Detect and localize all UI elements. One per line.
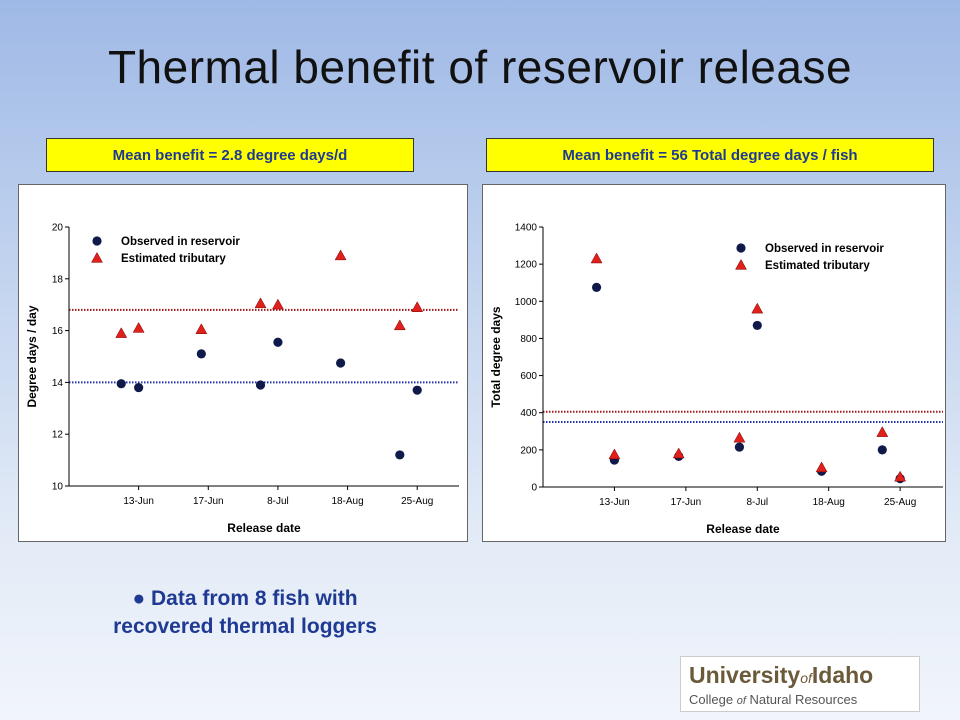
observed-point — [412, 385, 422, 395]
estimated-point — [254, 297, 267, 309]
degree-days-per-day-chart: 10 12 14 16 18 20 13-Jun 17-Jun 8-Jul 18-Aug 25-Au… — [25, 223, 459, 535]
mean-benefit-banner-left: Mean benefit = 2.8 degree days/d — [46, 138, 414, 172]
university-logo: UniversityofIdaho College of Natural Res… — [680, 656, 920, 712]
observed-point — [395, 450, 405, 460]
y-tick-label: 400 — [520, 408, 537, 419]
estimated-point — [751, 302, 764, 314]
estimated-point — [876, 426, 889, 437]
legend-label: Observed in reservoir — [765, 243, 884, 255]
x-tick-label: 18-Aug — [813, 497, 845, 508]
estimated-point — [132, 321, 145, 333]
x-tick-label: 8-Jul — [746, 497, 768, 508]
observed-point — [196, 349, 206, 359]
estimated-point — [334, 249, 347, 261]
note-line-2: recovered thermal loggers — [113, 615, 377, 638]
observed-point — [591, 282, 602, 292]
estimated-point — [393, 319, 406, 331]
chart-panel-right: 0 200 400 600 800 1000 1200 1400 13-Jun 17-Jun 8-J… — [482, 184, 946, 542]
observed-point — [273, 337, 283, 347]
observed-point — [134, 382, 144, 393]
estimated-point — [894, 470, 907, 482]
estimated-point — [815, 461, 828, 473]
estimated-point — [272, 298, 284, 310]
y-axis-label: Total degree days — [489, 306, 503, 407]
legend-label: Estimated tributary — [765, 260, 870, 272]
observed-point — [877, 445, 887, 455]
estimated-point — [115, 327, 128, 338]
note-line-1: ● Data from 8 fish with — [40, 585, 450, 613]
estimated-point — [672, 447, 685, 459]
legend-marker — [735, 258, 747, 270]
observed-point — [116, 379, 126, 389]
y-tick-label: 16 — [52, 326, 64, 337]
y-tick-label: 14 — [52, 378, 64, 389]
y-tick-label: 0 — [531, 483, 537, 494]
y-tick-label: 800 — [520, 334, 537, 345]
legend-marker — [91, 251, 103, 263]
y-tick-label: 1200 — [515, 260, 538, 271]
legend-marker — [736, 243, 746, 253]
x-tick-label: 17-Jun — [671, 497, 702, 508]
x-tick-label: 18-Aug — [331, 496, 363, 507]
estimated-point — [733, 431, 746, 443]
x-tick-label: 17-Jun — [193, 496, 224, 507]
estimated-point — [590, 252, 603, 264]
y-axis-label: Degree days / day — [25, 305, 39, 407]
y-tick-label: 1000 — [515, 297, 538, 308]
estimated-point — [608, 448, 621, 460]
y-tick-label: 10 — [52, 482, 64, 493]
x-axis-label: Release date — [706, 522, 780, 536]
observed-point — [336, 358, 346, 368]
logo-college-name: College of Natural Resources — [689, 692, 858, 707]
legend-label: Observed in reservoir — [121, 236, 240, 248]
x-tick-label: 13-Jun — [123, 496, 154, 507]
page-title: Thermal benefit of reservoir release — [107, 41, 853, 93]
bullet-icon: ● — [132, 587, 146, 610]
estimated-point — [411, 301, 424, 312]
logo-university-name: UniversityofIdaho — [689, 662, 874, 688]
y-tick-label: 20 — [52, 223, 64, 234]
note-line-1-text: Data from 8 fish with — [151, 587, 358, 610]
total-degree-days-chart: 0 200 400 600 800 1000 1200 1400 13-Jun 17-Jun 8-J… — [489, 223, 943, 536]
legend-label: Estimated tributary — [121, 253, 226, 265]
y-tick-label: 1400 — [515, 223, 538, 234]
y-tick-label: 600 — [520, 371, 537, 382]
data-note: ● Data from 8 fish with recovered therma… — [40, 585, 450, 641]
x-tick-label: 13-Jun — [599, 497, 630, 508]
y-tick-label: 200 — [520, 445, 537, 456]
mean-benefit-banner-right: Mean benefit = 56 Total degree days / fi… — [486, 138, 934, 172]
x-tick-label: 25-Aug — [401, 496, 433, 507]
observed-point — [752, 320, 762, 331]
legend-marker — [92, 236, 102, 246]
observed-point — [734, 442, 745, 452]
chart-panel-left: 10 12 14 16 18 20 13-Jun 17-Jun 8-Jul 18-Aug 25-Au… — [18, 184, 468, 542]
y-tick-label: 12 — [52, 430, 64, 441]
x-tick-label: 25-Aug — [884, 497, 916, 508]
observed-point — [255, 380, 266, 390]
y-tick-label: 18 — [52, 274, 64, 285]
x-tick-label: 8-Jul — [267, 496, 289, 507]
x-axis-label: Release date — [227, 521, 301, 535]
estimated-point — [195, 323, 208, 334]
